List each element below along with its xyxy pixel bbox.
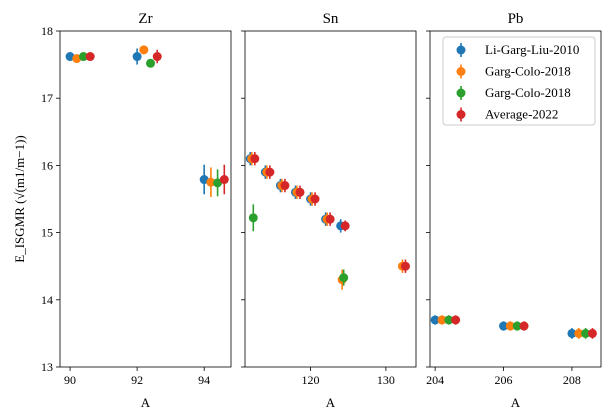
series-0 (65, 48, 209, 195)
data-point (310, 194, 320, 204)
legend-label: Average-2022 (485, 107, 558, 122)
data-point (152, 52, 162, 62)
data-point (339, 273, 349, 283)
y-tick-label: 14 (41, 293, 53, 307)
data-point (581, 328, 591, 338)
data-point (219, 175, 229, 185)
x-tick-label: 120 (302, 373, 320, 387)
legend-marker (456, 88, 466, 98)
data-point (250, 154, 260, 164)
axes-frame (429, 30, 602, 368)
x-tick-label: 94 (198, 373, 210, 387)
y-tick-label: 16 (41, 158, 53, 172)
data-point (132, 52, 142, 62)
data-point (499, 321, 509, 331)
legend-marker (456, 45, 466, 55)
legend-label: Garg-Colo-2018 (485, 85, 571, 100)
data-point (295, 187, 305, 197)
panel-sn: Sn 120 130 A (241, 11, 417, 410)
series-1 (437, 315, 584, 339)
panel-zr: Zr 13 14 15 16 17 18 90 92 94 A E_ISGMR (√(m1/m−1)) (12, 11, 232, 410)
panel-pb: Pb 204 206 208 A Li-Garg-Liu-2010 Garg-Colo-20… (426, 11, 602, 410)
series-3 (85, 49, 229, 195)
x-tick-label: 90 (64, 373, 76, 387)
data-point (280, 181, 290, 191)
axes-frame (244, 30, 417, 368)
data-point (265, 167, 275, 177)
series-1 (72, 45, 216, 197)
x-tick-label: 92 (131, 373, 143, 387)
data-point (587, 328, 597, 338)
series-2 (444, 315, 591, 339)
data-point (505, 321, 515, 331)
data-point (574, 328, 584, 338)
legend-marker (456, 67, 466, 76)
panel-title: Pb (508, 11, 524, 27)
series-2 (78, 52, 223, 197)
x-tick-label: 208 (563, 373, 581, 387)
data-point (437, 315, 447, 325)
axes-frame (59, 30, 232, 368)
y-tick-label: 15 (41, 226, 53, 240)
series-3 (250, 151, 410, 273)
data-point (146, 58, 156, 68)
x-tick-label: 204 (426, 373, 444, 387)
x-axis-label: A (326, 395, 336, 410)
x-axis-label: A (511, 395, 521, 410)
legend-label: Li-Garg-Liu-2010 (485, 42, 579, 57)
data-point (78, 52, 88, 62)
panel-title: Zr (138, 11, 152, 27)
y-tick-label: 17 (41, 91, 53, 105)
panel-title: Sn (323, 11, 339, 27)
data-point (139, 45, 149, 55)
data-point (430, 315, 440, 325)
data-point (444, 315, 454, 325)
y-tick-label: 13 (41, 360, 53, 374)
series-3 (451, 315, 597, 339)
data-point (451, 315, 461, 325)
data-point (519, 321, 529, 331)
data-point (213, 178, 223, 188)
y-axis-label: E_ISGMR (√(m1/m−1)) (12, 135, 27, 263)
data-point (206, 177, 216, 187)
legend-box (442, 36, 596, 126)
data-point (325, 214, 335, 224)
x-axis-label: A (141, 395, 151, 410)
x-tick-label: 130 (377, 373, 395, 387)
series-0 (430, 315, 577, 339)
x-tick-label: 206 (495, 373, 513, 387)
series-2 (248, 204, 349, 286)
legend-label: Garg-Colo-2018 (485, 64, 571, 79)
legend-marker (456, 110, 466, 119)
data-point (512, 321, 522, 331)
legend: Li-Garg-Liu-2010 Garg-Colo-2018 Garg-Colo-… (442, 36, 596, 126)
y-tick-label: 18 (41, 24, 53, 38)
data-point (340, 221, 350, 231)
data-point (85, 52, 95, 62)
data-point (400, 261, 410, 271)
data-point (248, 213, 258, 223)
data-point (567, 328, 577, 338)
